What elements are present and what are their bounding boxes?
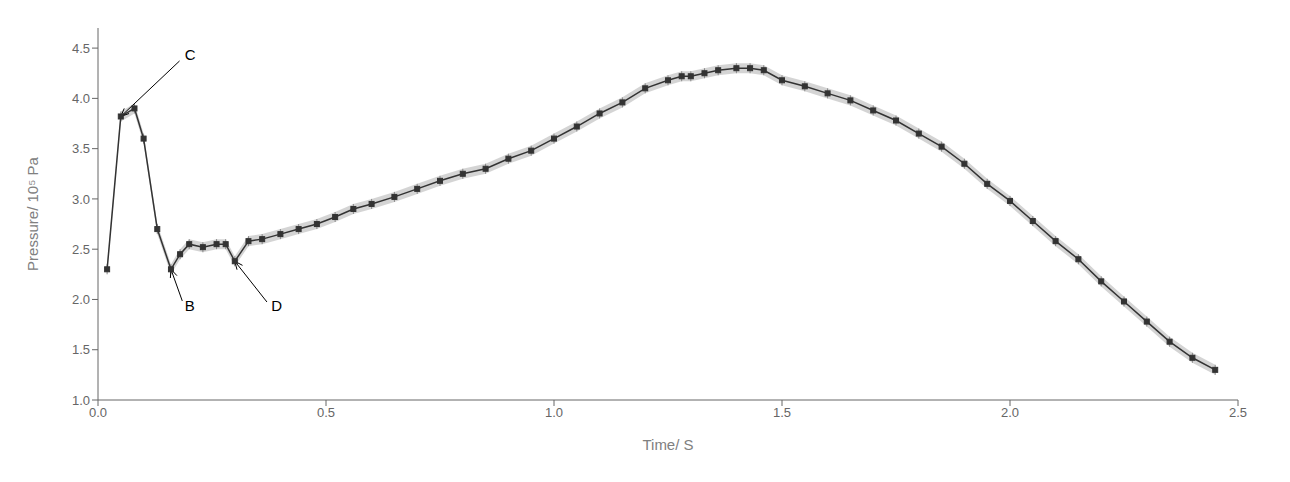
svg-text:3.0: 3.0 [72, 192, 90, 207]
svg-text:Pressure/ 10⁵ Pa: Pressure/ 10⁵ Pa [24, 156, 41, 270]
svg-text:4.0: 4.0 [72, 91, 90, 106]
svg-text:1.5: 1.5 [773, 405, 791, 420]
svg-text:B: B [185, 297, 195, 314]
svg-text:1.0: 1.0 [545, 405, 563, 420]
svg-text:C: C [185, 46, 196, 63]
svg-text:Time/ S: Time/ S [642, 436, 693, 453]
svg-text:3.5: 3.5 [72, 141, 90, 156]
svg-text:4.5: 4.5 [72, 41, 90, 56]
svg-text:0.5: 0.5 [317, 405, 335, 420]
svg-text:1.0: 1.0 [72, 393, 90, 408]
svg-text:2.0: 2.0 [1001, 405, 1019, 420]
svg-text:2.5: 2.5 [72, 242, 90, 257]
svg-text:0.0: 0.0 [89, 405, 107, 420]
svg-text:1.5: 1.5 [72, 342, 90, 357]
svg-text:2.0: 2.0 [72, 292, 90, 307]
svg-text:2.5: 2.5 [1229, 405, 1247, 420]
svg-text:D: D [271, 297, 282, 314]
